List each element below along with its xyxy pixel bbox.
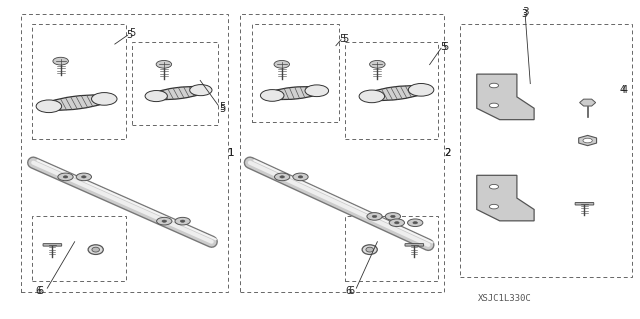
Ellipse shape	[150, 86, 206, 100]
Bar	[132, 42, 218, 125]
Text: 3: 3	[522, 6, 529, 17]
Text: 5: 5	[339, 34, 346, 44]
Text: 5: 5	[342, 34, 349, 44]
Text: 5: 5	[220, 104, 225, 114]
Circle shape	[490, 184, 499, 189]
Circle shape	[367, 213, 382, 220]
Text: 4: 4	[621, 85, 628, 95]
Ellipse shape	[362, 245, 378, 255]
Polygon shape	[580, 99, 596, 106]
Circle shape	[63, 176, 68, 178]
Bar	[346, 216, 438, 281]
Bar	[20, 14, 228, 292]
Circle shape	[490, 83, 499, 88]
Bar	[460, 24, 632, 277]
Text: 2: 2	[444, 148, 451, 158]
Text: 6: 6	[346, 286, 352, 296]
Circle shape	[145, 91, 168, 101]
FancyBboxPatch shape	[405, 244, 424, 246]
Ellipse shape	[266, 87, 323, 100]
Circle shape	[583, 138, 592, 143]
Circle shape	[490, 103, 499, 108]
Circle shape	[92, 93, 117, 105]
Circle shape	[260, 90, 284, 101]
Polygon shape	[477, 74, 534, 120]
Circle shape	[408, 84, 434, 96]
Text: 3: 3	[521, 9, 527, 19]
Circle shape	[180, 220, 185, 222]
Circle shape	[298, 176, 303, 178]
Text: 1: 1	[228, 148, 234, 158]
Text: 1: 1	[227, 148, 234, 158]
Ellipse shape	[92, 247, 99, 252]
Circle shape	[58, 173, 73, 181]
Polygon shape	[579, 135, 596, 146]
Circle shape	[275, 173, 290, 181]
Ellipse shape	[88, 245, 103, 255]
Circle shape	[390, 215, 395, 218]
Ellipse shape	[365, 86, 428, 100]
Ellipse shape	[366, 247, 374, 252]
Circle shape	[36, 100, 61, 113]
Circle shape	[305, 85, 328, 97]
Circle shape	[157, 217, 172, 225]
Circle shape	[53, 57, 68, 65]
Text: 5: 5	[129, 28, 135, 38]
Circle shape	[293, 173, 308, 181]
Text: 2: 2	[444, 148, 451, 158]
Circle shape	[274, 61, 289, 68]
Bar	[241, 14, 444, 292]
Circle shape	[81, 176, 86, 178]
Circle shape	[372, 215, 377, 218]
Text: 6: 6	[349, 286, 355, 296]
Polygon shape	[477, 175, 534, 221]
Circle shape	[76, 173, 92, 181]
Circle shape	[370, 61, 385, 68]
Circle shape	[280, 176, 284, 178]
Circle shape	[189, 85, 212, 96]
Text: 5: 5	[440, 42, 446, 52]
Circle shape	[490, 204, 499, 209]
Circle shape	[413, 222, 417, 224]
FancyBboxPatch shape	[575, 203, 594, 205]
Ellipse shape	[43, 95, 111, 110]
Bar	[346, 42, 438, 139]
FancyBboxPatch shape	[43, 244, 61, 246]
Circle shape	[385, 213, 401, 220]
Circle shape	[408, 219, 423, 226]
Bar	[252, 24, 339, 122]
Circle shape	[359, 90, 385, 103]
Circle shape	[156, 61, 172, 68]
Text: 5: 5	[220, 102, 226, 112]
Text: XSJC1L330C: XSJC1L330C	[478, 294, 532, 303]
Bar	[32, 216, 125, 281]
Bar	[32, 24, 125, 139]
Circle shape	[162, 220, 166, 222]
Circle shape	[389, 219, 404, 226]
Circle shape	[175, 217, 190, 225]
Text: 4: 4	[620, 85, 626, 95]
Text: 5: 5	[442, 42, 449, 52]
Text: 6: 6	[38, 286, 44, 296]
Circle shape	[394, 222, 399, 224]
Text: 5: 5	[125, 30, 132, 40]
Text: 6: 6	[35, 286, 42, 296]
